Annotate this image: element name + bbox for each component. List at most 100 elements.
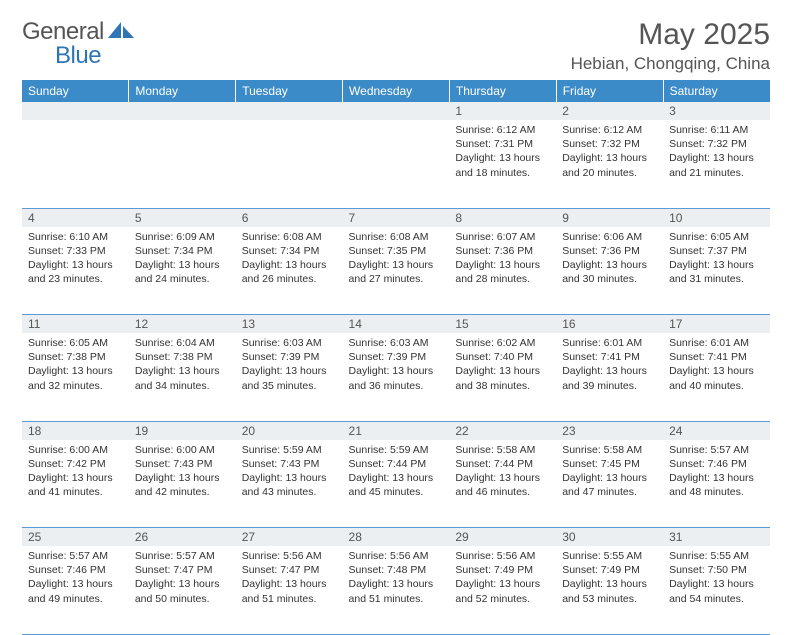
sunrise-line: Sunrise: 6:04 AM <box>135 336 230 350</box>
day-header-row: Sunday Monday Tuesday Wednesday Thursday… <box>22 80 770 102</box>
day-cell: Sunrise: 6:11 AMSunset: 7:32 PMDaylight:… <box>663 120 770 208</box>
day-number: 25 <box>22 528 129 546</box>
day-cell: Sunrise: 6:08 AMSunset: 7:35 PMDaylight:… <box>343 227 450 315</box>
day-number: 7 <box>343 209 450 227</box>
day-number-cell: 26 <box>129 528 236 547</box>
day-number-row: 123 <box>22 102 770 120</box>
header: General Blue May 2025 Hebian, Chongqing,… <box>22 18 770 74</box>
sunset-line: Sunset: 7:41 PM <box>562 350 657 364</box>
day-number-row: 45678910 <box>22 208 770 227</box>
day-number-cell: 31 <box>663 528 770 547</box>
daylight-line: Daylight: 13 hours and 21 minutes. <box>669 151 764 179</box>
day-number-cell: 25 <box>22 528 129 547</box>
sunset-line: Sunset: 7:44 PM <box>455 457 550 471</box>
day-details: Sunrise: 6:12 AMSunset: 7:32 PMDaylight:… <box>556 120 663 184</box>
day-number-cell: 29 <box>449 528 556 547</box>
day-cell: Sunrise: 5:56 AMSunset: 7:48 PMDaylight:… <box>343 546 450 634</box>
day-cell: Sunrise: 6:06 AMSunset: 7:36 PMDaylight:… <box>556 227 663 315</box>
day-details: Sunrise: 5:59 AMSunset: 7:43 PMDaylight:… <box>236 440 343 504</box>
day-cell: Sunrise: 6:12 AMSunset: 7:32 PMDaylight:… <box>556 120 663 208</box>
day-number-cell: 12 <box>129 315 236 334</box>
day-details: Sunrise: 5:56 AMSunset: 7:47 PMDaylight:… <box>236 546 343 610</box>
sunrise-line: Sunrise: 5:55 AM <box>562 549 657 563</box>
sunrise-line: Sunrise: 6:05 AM <box>28 336 123 350</box>
day-cell: Sunrise: 5:55 AMSunset: 7:50 PMDaylight:… <box>663 546 770 634</box>
day-cell: Sunrise: 5:57 AMSunset: 7:46 PMDaylight:… <box>663 440 770 528</box>
sunrise-line: Sunrise: 6:05 AM <box>669 230 764 244</box>
daylight-line: Daylight: 13 hours and 18 minutes. <box>455 151 550 179</box>
day-number-row: 18192021222324 <box>22 421 770 440</box>
day-content-row: Sunrise: 6:10 AMSunset: 7:33 PMDaylight:… <box>22 227 770 315</box>
day-number-cell: 10 <box>663 208 770 227</box>
day-details: Sunrise: 5:59 AMSunset: 7:44 PMDaylight:… <box>343 440 450 504</box>
month-title: May 2025 <box>571 18 770 52</box>
day-details: Sunrise: 6:05 AMSunset: 7:37 PMDaylight:… <box>663 227 770 291</box>
sunset-line: Sunset: 7:33 PM <box>28 244 123 258</box>
day-number: 29 <box>449 528 556 546</box>
day-number-cell: 14 <box>343 315 450 334</box>
daylight-line: Daylight: 13 hours and 30 minutes. <box>562 258 657 286</box>
day-number-cell: 24 <box>663 421 770 440</box>
day-number-cell: 3 <box>663 102 770 120</box>
day-number: 12 <box>129 315 236 333</box>
day-number: 8 <box>449 209 556 227</box>
sunset-line: Sunset: 7:42 PM <box>28 457 123 471</box>
sunrise-line: Sunrise: 6:11 AM <box>669 123 764 137</box>
day-cell: Sunrise: 6:00 AMSunset: 7:42 PMDaylight:… <box>22 440 129 528</box>
daylight-line: Daylight: 13 hours and 43 minutes. <box>242 471 337 499</box>
day-cell: Sunrise: 5:57 AMSunset: 7:47 PMDaylight:… <box>129 546 236 634</box>
sunrise-line: Sunrise: 6:03 AM <box>349 336 444 350</box>
day-number: 18 <box>22 422 129 440</box>
sunset-line: Sunset: 7:47 PM <box>135 563 230 577</box>
sunrise-line: Sunrise: 6:09 AM <box>135 230 230 244</box>
daylight-line: Daylight: 13 hours and 38 minutes. <box>455 364 550 392</box>
day-number-cell: 4 <box>22 208 129 227</box>
daylight-line: Daylight: 13 hours and 35 minutes. <box>242 364 337 392</box>
daylight-line: Daylight: 13 hours and 20 minutes. <box>562 151 657 179</box>
daylight-line: Daylight: 13 hours and 51 minutes. <box>242 577 337 605</box>
day-details: Sunrise: 6:12 AMSunset: 7:31 PMDaylight:… <box>449 120 556 184</box>
day-header: Sunday <box>22 80 129 102</box>
sunrise-line: Sunrise: 6:01 AM <box>562 336 657 350</box>
day-number-cell: 7 <box>343 208 450 227</box>
day-number: 23 <box>556 422 663 440</box>
day-number: 28 <box>343 528 450 546</box>
day-details: Sunrise: 6:11 AMSunset: 7:32 PMDaylight:… <box>663 120 770 184</box>
day-number: 3 <box>663 102 770 120</box>
day-number: 30 <box>556 528 663 546</box>
day-number-cell <box>129 102 236 120</box>
day-cell: Sunrise: 6:04 AMSunset: 7:38 PMDaylight:… <box>129 333 236 421</box>
day-details: Sunrise: 6:00 AMSunset: 7:43 PMDaylight:… <box>129 440 236 504</box>
sunrise-line: Sunrise: 6:08 AM <box>349 230 444 244</box>
day-number: 27 <box>236 528 343 546</box>
sunset-line: Sunset: 7:34 PM <box>135 244 230 258</box>
day-details: Sunrise: 6:08 AMSunset: 7:35 PMDaylight:… <box>343 227 450 291</box>
day-details: Sunrise: 6:10 AMSunset: 7:33 PMDaylight:… <box>22 227 129 291</box>
daylight-line: Daylight: 13 hours and 31 minutes. <box>669 258 764 286</box>
day-cell: Sunrise: 5:56 AMSunset: 7:47 PMDaylight:… <box>236 546 343 634</box>
day-details: Sunrise: 6:03 AMSunset: 7:39 PMDaylight:… <box>236 333 343 397</box>
sunrise-line: Sunrise: 6:00 AM <box>135 443 230 457</box>
sunset-line: Sunset: 7:40 PM <box>455 350 550 364</box>
location: Hebian, Chongqing, China <box>571 54 770 74</box>
day-number: 24 <box>663 422 770 440</box>
day-cell: Sunrise: 6:01 AMSunset: 7:41 PMDaylight:… <box>556 333 663 421</box>
day-number: 20 <box>236 422 343 440</box>
day-number-cell: 21 <box>343 421 450 440</box>
sunset-line: Sunset: 7:49 PM <box>455 563 550 577</box>
day-number-cell: 15 <box>449 315 556 334</box>
day-cell <box>129 120 236 208</box>
day-header: Wednesday <box>343 80 450 102</box>
daylight-line: Daylight: 13 hours and 48 minutes. <box>669 471 764 499</box>
day-cell: Sunrise: 6:12 AMSunset: 7:31 PMDaylight:… <box>449 120 556 208</box>
daylight-line: Daylight: 13 hours and 54 minutes. <box>669 577 764 605</box>
sunset-line: Sunset: 7:50 PM <box>669 563 764 577</box>
day-number: 26 <box>129 528 236 546</box>
sunrise-line: Sunrise: 5:58 AM <box>455 443 550 457</box>
day-details: Sunrise: 5:55 AMSunset: 7:50 PMDaylight:… <box>663 546 770 610</box>
sunset-line: Sunset: 7:39 PM <box>349 350 444 364</box>
day-cell: Sunrise: 6:10 AMSunset: 7:33 PMDaylight:… <box>22 227 129 315</box>
day-number-cell: 13 <box>236 315 343 334</box>
day-details: Sunrise: 6:07 AMSunset: 7:36 PMDaylight:… <box>449 227 556 291</box>
day-header: Friday <box>556 80 663 102</box>
